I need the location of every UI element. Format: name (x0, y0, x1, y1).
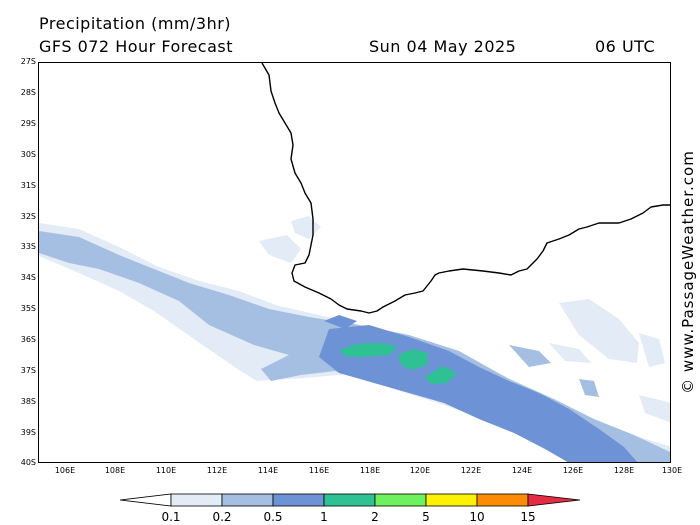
precip-band-0.5 (319, 315, 638, 462)
chart-title: Precipitation (mm/3hr) (39, 14, 232, 33)
legend-label: 0.2 (212, 510, 232, 524)
legend-label: 0.1 (161, 510, 181, 524)
lon-label: 114E (257, 466, 279, 475)
legend-swatch (221, 493, 274, 507)
lon-label: 110E (155, 466, 177, 475)
lat-label: 34S (20, 273, 36, 282)
lon-label: 112E (206, 466, 228, 475)
lat-label: 36S (20, 335, 36, 344)
lon-label: 122E (460, 466, 482, 475)
lon-label: 120E (409, 466, 431, 475)
lon-label: 108E (104, 466, 126, 475)
map-canvas (39, 63, 670, 462)
forecast-time: 06 UTC (595, 37, 656, 56)
lon-label: 106E (54, 466, 76, 475)
legend-swatch (170, 493, 223, 507)
legend-label: 2 (371, 510, 379, 524)
legend-left-arrow (119, 493, 172, 507)
lon-label: 124E (511, 466, 533, 475)
precip-band-1 (339, 343, 457, 384)
legend-label: 5 (422, 510, 430, 524)
lat-label: 28S (20, 88, 36, 97)
legend-swatch (374, 493, 427, 507)
legend-swatch (425, 493, 478, 507)
lon-label: 116E (308, 466, 330, 475)
lat-label: 32S (20, 212, 36, 221)
lat-label: 29S (20, 119, 36, 128)
legend-right-arrow (527, 493, 581, 507)
lat-label: 40S (20, 458, 36, 467)
legend-label: 0.5 (263, 510, 283, 524)
lat-label: 35S (20, 304, 36, 313)
legend-swatch (323, 493, 376, 507)
lon-label: 126E (562, 466, 584, 475)
watermark: © www.PassageWeather.com (679, 150, 697, 394)
lon-label: 118E (359, 466, 381, 475)
legend-label: 10 (469, 510, 485, 524)
legend-swatch (476, 493, 529, 507)
legend-label: 15 (520, 510, 536, 524)
coastline (261, 63, 670, 314)
lat-label: 37S (20, 366, 36, 375)
legend-swatch (272, 493, 325, 507)
lat-label: 33S (20, 242, 36, 251)
precipitation-map (38, 62, 671, 463)
lat-label: 38S (20, 397, 36, 406)
lat-label: 39S (20, 428, 36, 437)
forecast-date: Sun 04 May 2025 (369, 37, 517, 56)
lat-label: 31S (20, 181, 36, 190)
legend-label: 1 (320, 510, 328, 524)
lon-label: 130E (661, 466, 683, 475)
lat-label: 27S (20, 57, 36, 66)
forecast-model-label: GFS 072 Hour Forecast (39, 37, 234, 56)
lon-label: 128E (613, 466, 635, 475)
lat-label: 30S (20, 150, 36, 159)
